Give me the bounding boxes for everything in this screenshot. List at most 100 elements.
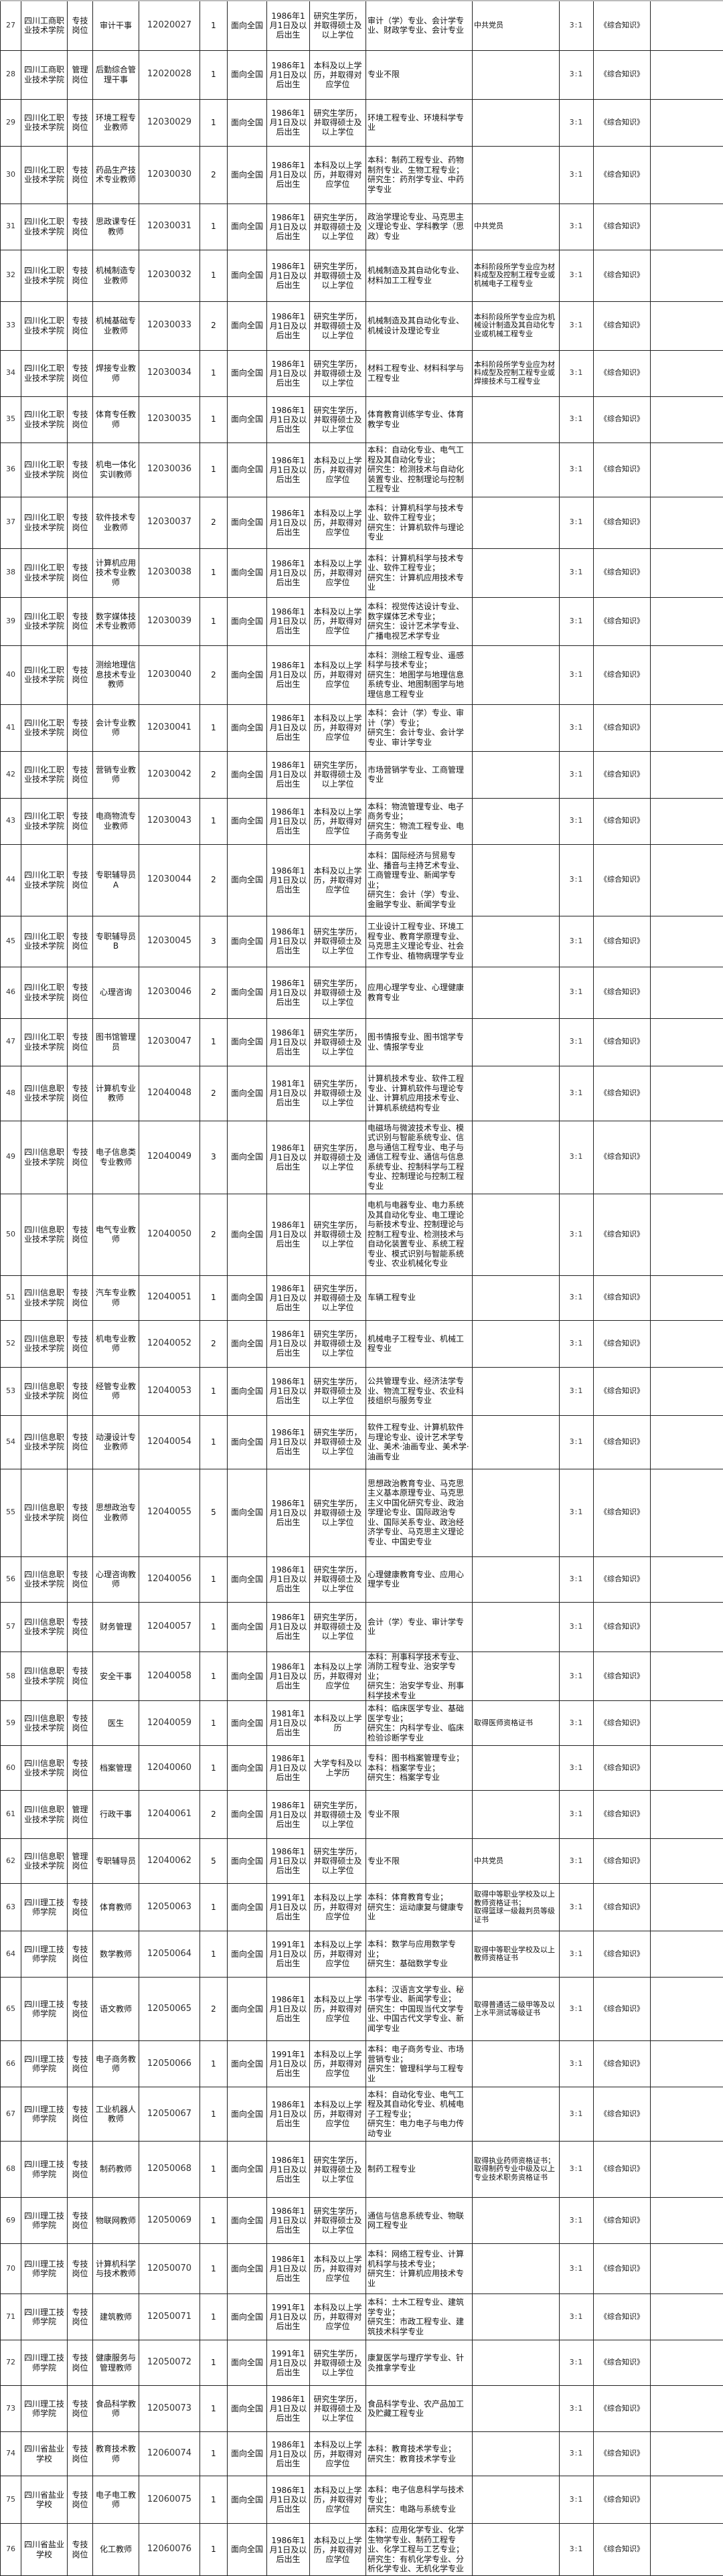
- headcount-cell: 1: [200, 2142, 228, 2198]
- age-requirement-cell: 1991年1月1日及以后出生: [267, 2340, 310, 2386]
- age-requirement-cell: 1986年1月1日及以后出生: [267, 497, 310, 548]
- exam-ratio-cell: 3:1: [560, 1320, 594, 1367]
- scope-cell: 面向全国: [228, 1, 267, 50]
- post-name-cell: 后勤综合管理干事: [93, 50, 139, 99]
- education-cell: 本科及以上学历，并取得对应学位: [310, 548, 366, 597]
- exam-ratio-cell: 3:1: [560, 2476, 594, 2524]
- age-requirement-cell: 1986年1月1日及以后出生: [267, 250, 310, 301]
- post-type-cell: 专技岗位: [68, 1556, 93, 1602]
- remarks-cell: [651, 798, 723, 844]
- remarks-cell: [651, 704, 723, 751]
- exam-ratio-cell: 3:1: [560, 751, 594, 798]
- post-name-cell: 制药教师: [93, 2142, 139, 2198]
- exam-subject-cell: 《综合知识》: [594, 1652, 651, 1701]
- remarks-cell: [651, 1320, 723, 1367]
- scope-cell: 面向全国: [228, 250, 267, 301]
- post-code-cell: 12030044: [139, 844, 200, 916]
- age-requirement-cell: 1986年1月1日及以后出生: [267, 548, 310, 597]
- remarks-cell: [651, 1367, 723, 1415]
- education-cell: 本科及以上学历，并取得对应学位: [310, 442, 366, 497]
- scope-cell: 面向全国: [228, 916, 267, 967]
- post-name-cell: 电商物流专业教师: [93, 798, 139, 844]
- major-cell: 材料工程专业、材料科学与工程专业: [366, 350, 473, 396]
- exam-ratio-cell: 3:1: [560, 1602, 594, 1652]
- age-requirement-cell: 1986年1月1日及以后出生: [267, 350, 310, 396]
- remarks-cell: [651, 2340, 723, 2386]
- post-type-cell: 专技岗位: [68, 597, 93, 645]
- major-cell: 本科：计算机科学与技术专业、软件工程专业； 研究生：计算机应用技术专业: [366, 548, 473, 597]
- post-type-cell: 专技岗位: [68, 2142, 93, 2198]
- unit-cell: 四川化工职业技术学院: [21, 146, 68, 204]
- seq-number-cell: 52: [1, 1320, 21, 1367]
- post-name-cell: 机电专业教师: [93, 1320, 139, 1367]
- exam-ratio-cell: 3:1: [560, 548, 594, 597]
- exam-ratio-cell: 3:1: [560, 798, 594, 844]
- scope-cell: 面向全国: [228, 2476, 267, 2524]
- post-type-cell: 专技岗位: [68, 2340, 93, 2386]
- remarks-cell: [651, 1275, 723, 1320]
- major-cell: 思想政治教育专业、马克思主义基本原理专业、马克思主义中国化研究专业、政治学理论专…: [366, 1469, 473, 1556]
- exam-subject-cell: 《综合知识》: [594, 798, 651, 844]
- remarks-cell: [651, 2142, 723, 2198]
- age-requirement-cell: 1986年1月1日及以后出生: [267, 1978, 310, 2041]
- education-cell: 本科及以上学历，并取得对应学位: [310, 2087, 366, 2142]
- other-conditions-cell: [473, 1194, 560, 1275]
- headcount-cell: 1: [200, 1275, 228, 1320]
- unit-cell: 四川省盐业学校: [21, 2524, 68, 2576]
- other-conditions-cell: [473, 2294, 560, 2340]
- exam-subject-cell: 《综合知识》: [594, 146, 651, 204]
- major-cell: 本科：计算机科学与技术专业、软件工程专业； 研究生：计算机软件与理论专业: [366, 497, 473, 548]
- unit-cell: 四川化工职业技术学院: [21, 204, 68, 250]
- post-type-cell: 专技岗位: [68, 1367, 93, 1415]
- scope-cell: 面向全国: [228, 597, 267, 645]
- scope-cell: 面向全国: [228, 50, 267, 99]
- remarks-cell: [651, 146, 723, 204]
- post-code-cell: 12040055: [139, 1469, 200, 1556]
- scope-cell: 面向全国: [228, 1194, 267, 1275]
- post-type-cell: 专技岗位: [68, 1275, 93, 1320]
- exam-subject-cell: 《综合知识》: [594, 2340, 651, 2386]
- unit-cell: 四川信息职业技术学院: [21, 1791, 68, 1839]
- unit-cell: 四川理工技师学院: [21, 2340, 68, 2386]
- exam-ratio-cell: 3:1: [560, 645, 594, 704]
- post-name-cell: 营销专业教师: [93, 751, 139, 798]
- unit-cell: 四川理工技师学院: [21, 2041, 68, 2087]
- post-type-cell: 专技岗位: [68, 548, 93, 597]
- exam-ratio-cell: 3:1: [560, 2386, 594, 2432]
- post-code-cell: 12030038: [139, 548, 200, 597]
- major-cell: 心理健康教育专业、应用心理学专业: [366, 1556, 473, 1602]
- post-code-cell: 12030045: [139, 916, 200, 967]
- unit-cell: 四川化工职业技术学院: [21, 497, 68, 548]
- education-cell: 研究生学历，并取得硕士及以上学位: [310, 350, 366, 396]
- post-type-cell: 专技岗位: [68, 1746, 93, 1791]
- seq-number-cell: 34: [1, 350, 21, 396]
- exam-subject-cell: 《综合知识》: [594, 2041, 651, 2087]
- scope-cell: 面向全国: [228, 2041, 267, 2087]
- age-requirement-cell: 1986年1月1日及以后出生: [267, 1018, 310, 1066]
- other-conditions-cell: [473, 2476, 560, 2524]
- exam-subject-cell: 《综合知识》: [594, 1701, 651, 1746]
- post-type-cell: 专技岗位: [68, 1018, 93, 1066]
- scope-cell: 面向全国: [228, 442, 267, 497]
- post-name-cell: 专职辅导员B: [93, 916, 139, 967]
- education-cell: 研究生学历，并取得硕士及以上学位: [310, 99, 366, 146]
- education-cell: 本科及以上学历，并取得对应学位: [310, 1652, 366, 1701]
- major-cell: 本科：临床医学专业、基础医学专业； 研究生：内科学专业、临床检验诊断学专业: [366, 1701, 473, 1746]
- remarks-cell: [651, 1415, 723, 1469]
- major-cell: 本科：刑事科学技术专业、消防工程专业、治安学专业； 研究生：治安学专业、刑事科学…: [366, 1652, 473, 1701]
- unit-cell: 四川信息职业技术学院: [21, 1320, 68, 1367]
- post-name-cell: 环境工程专业教师: [93, 99, 139, 146]
- post-type-cell: 专技岗位: [68, 844, 93, 916]
- age-requirement-cell: 1991年1月1日及以后出生: [267, 2041, 310, 2087]
- unit-cell: 四川化工职业技术学院: [21, 916, 68, 967]
- post-code-cell: 12040057: [139, 1602, 200, 1652]
- headcount-cell: 1: [200, 704, 228, 751]
- age-requirement-cell: 1986年1月1日及以后出生: [267, 2386, 310, 2432]
- major-cell: 食品科学专业、农产品加工及贮藏工程专业: [366, 2386, 473, 2432]
- post-code-cell: 12040058: [139, 1652, 200, 1701]
- exam-ratio-cell: 3:1: [560, 916, 594, 967]
- remarks-cell: [651, 1746, 723, 1791]
